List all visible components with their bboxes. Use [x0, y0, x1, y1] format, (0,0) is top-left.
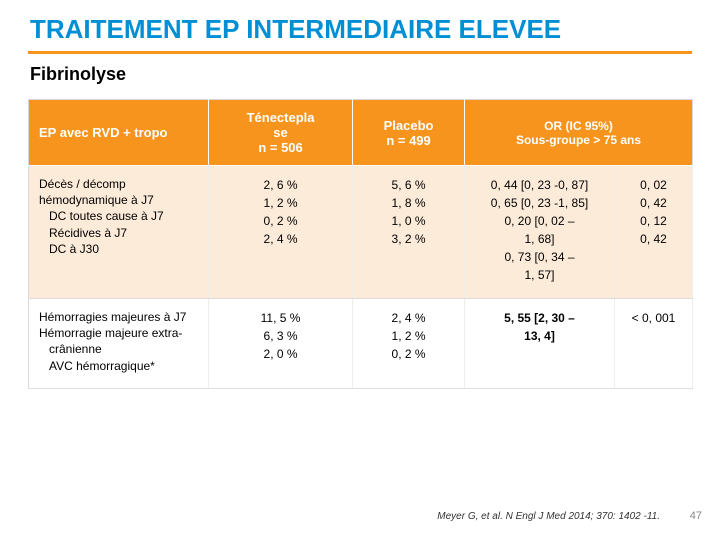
citation: Meyer G, et al. N Engl J Med 2014; 370: … — [437, 511, 660, 522]
cell-placebo: 5, 6 %1, 8 %1, 0 %3, 2 % — [353, 166, 465, 299]
title-underline — [28, 51, 692, 54]
cell-tenecteplase: 2, 6 %1, 2 %0, 2 %2, 4 % — [209, 166, 353, 299]
cell-p-value: < 0, 001 — [615, 299, 693, 389]
subtitle: Fibrinolyse — [0, 62, 720, 99]
cell-placebo: 2, 4 %1, 2 %0, 2 % — [353, 299, 465, 389]
row-label: Décès / décomphémodynamique à J7DC toute… — [29, 166, 209, 299]
cell-tenecteplase: 11, 5 %6, 3 %2, 0 % — [209, 299, 353, 389]
cell-odds-ratio: 0, 44 [0, 23 -0, 87]0, 65 [0, 23 -1, 85]… — [465, 166, 615, 299]
col-header-or: OR (IC 95%) Sous-groupe > 75 ans — [465, 100, 693, 166]
cell-odds-ratio: 5, 55 [2, 30 –13, 4] — [465, 299, 615, 389]
page-number: 47 — [690, 510, 702, 522]
col-header-group: EP avec RVD + tropo — [29, 100, 209, 166]
page-title: TRAITEMENT EP INTERMEDIAIRE ELEVEE — [0, 0, 720, 51]
table-row: Hémorragies majeures à J7Hémorragie maje… — [29, 299, 693, 389]
cell-p-value: 0, 020, 420, 120, 42 — [615, 166, 693, 299]
results-table: EP avec RVD + tropo Ténectepla se n = 50… — [28, 99, 693, 389]
col-header-placebo: Placebo n = 499 — [353, 100, 465, 166]
col-header-tenecteplase: Ténectepla se n = 506 — [209, 100, 353, 166]
row-label: Hémorragies majeures à J7Hémorragie maje… — [29, 299, 209, 389]
table-row: Décès / décomphémodynamique à J7DC toute… — [29, 166, 693, 299]
